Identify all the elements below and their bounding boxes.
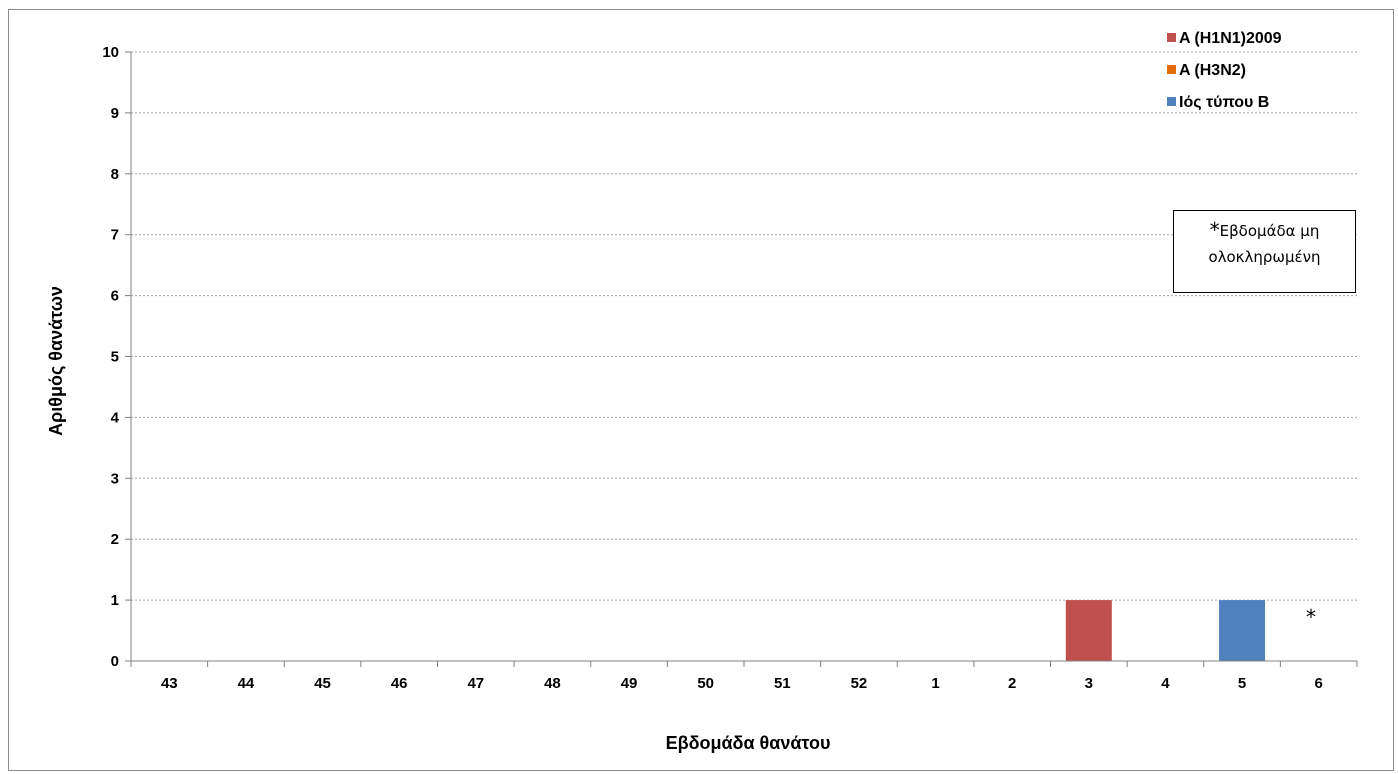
x-tick-label: 44 (238, 675, 255, 692)
x-tick-label: 47 (467, 675, 484, 692)
y-tick-label: 0 (111, 653, 119, 670)
y-tick-label: 4 (111, 409, 120, 426)
note-line-1: Εβδομάδα μη (1219, 222, 1320, 240)
x-tick-label: 6 (1315, 675, 1323, 692)
x-tick-label: 5 (1238, 675, 1246, 692)
legend-swatch (1167, 33, 1176, 42)
y-tick-label: 1 (111, 592, 119, 609)
incomplete-week-marker: * (1306, 605, 1316, 629)
y-axis-title: Αριθμός θανάτων (46, 286, 66, 436)
x-tick-label: 45 (314, 675, 331, 692)
y-tick-label: 5 (111, 349, 119, 366)
y-tick-label: 3 (111, 470, 119, 487)
x-tick-label: 48 (544, 675, 561, 692)
y-tick-labels: 0 1 2 3 4 5 6 7 8 9 10 (102, 44, 119, 670)
x-tick-label: 46 (391, 675, 408, 692)
x-tick-label: 2 (1008, 675, 1016, 692)
note-star: * (1209, 218, 1220, 242)
bar (1065, 600, 1112, 661)
legend-swatch (1167, 65, 1176, 74)
incomplete-week-note: *Εβδομάδα μη ολοκληρωμένη (1173, 210, 1356, 293)
y-tick-label: 9 (111, 105, 119, 122)
legend-label: A (H3N2) (1179, 62, 1246, 79)
x-tick-label: 51 (774, 675, 791, 692)
x-tick-label: 49 (621, 675, 638, 692)
x-tick-label: 43 (161, 675, 178, 692)
chart-frame (8, 9, 1394, 771)
bars (1065, 600, 1266, 661)
note-line-2: ολοκληρωμένη (1208, 248, 1321, 266)
bar (1219, 600, 1266, 661)
y-tick-label: 2 (111, 531, 119, 548)
legend-swatch (1167, 97, 1176, 106)
x-tick-label: 50 (697, 675, 714, 692)
x-tick-label: 3 (1085, 675, 1093, 692)
axes (125, 51, 1358, 667)
y-tick-label: 8 (111, 166, 119, 183)
x-tick-label: 52 (851, 675, 868, 692)
legend-label: Ιός τύπου B (1179, 94, 1269, 111)
x-axis-title: Εβδομάδα θανάτου (666, 733, 831, 753)
legend: A (H1N1)2009 A (H3N2) Ιός τύπου B (1167, 30, 1282, 111)
y-tick-label: 6 (111, 288, 119, 305)
y-tick-label: 7 (111, 227, 119, 244)
x-tick-label: 1 (931, 675, 939, 692)
y-tick-label: 10 (102, 44, 119, 61)
gridlines (131, 51, 1357, 601)
x-tick-label: 4 (1161, 675, 1170, 692)
legend-label: A (H1N1)2009 (1179, 30, 1282, 47)
x-tick-labels: 43 44 45 46 47 48 49 50 51 52 1 2 3 4 5 6 (161, 675, 1323, 692)
